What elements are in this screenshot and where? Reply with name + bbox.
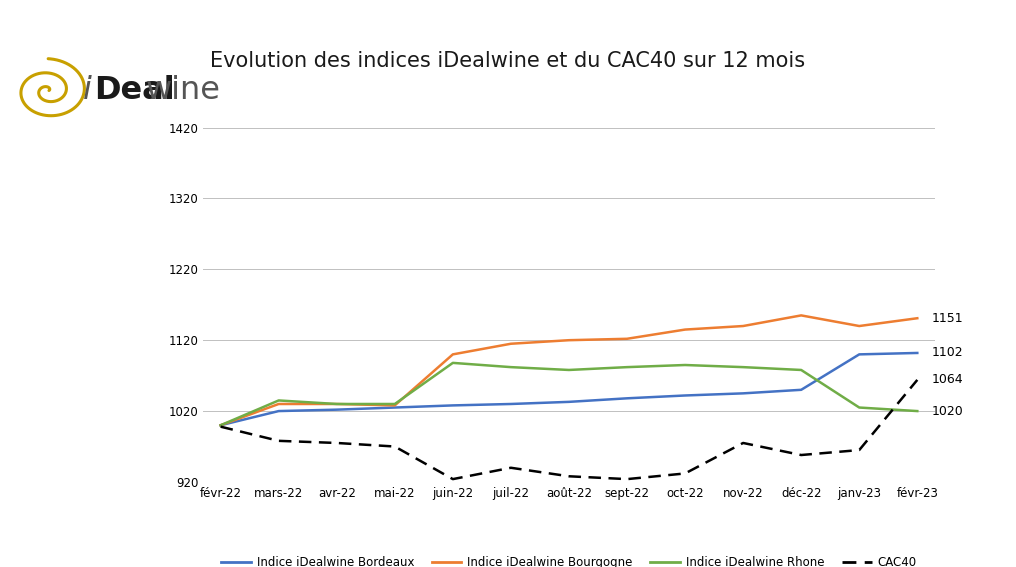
Text: wine: wine	[145, 75, 220, 106]
Text: 1151: 1151	[932, 312, 963, 325]
Text: Deal: Deal	[93, 75, 175, 106]
Text: i: i	[82, 75, 91, 106]
Legend: Indice iDealwine Bordeaux, Indice iDealwine Bourgogne, Indice iDealwine Rhone, C: Indice iDealwine Bordeaux, Indice iDealw…	[216, 551, 922, 567]
Text: 1064: 1064	[932, 374, 963, 386]
Text: 1102: 1102	[932, 346, 963, 359]
Text: Evolution des indices iDealwine et du CAC40 sur 12 mois: Evolution des indices iDealwine et du CA…	[210, 51, 806, 71]
Text: 1020: 1020	[932, 405, 963, 417]
